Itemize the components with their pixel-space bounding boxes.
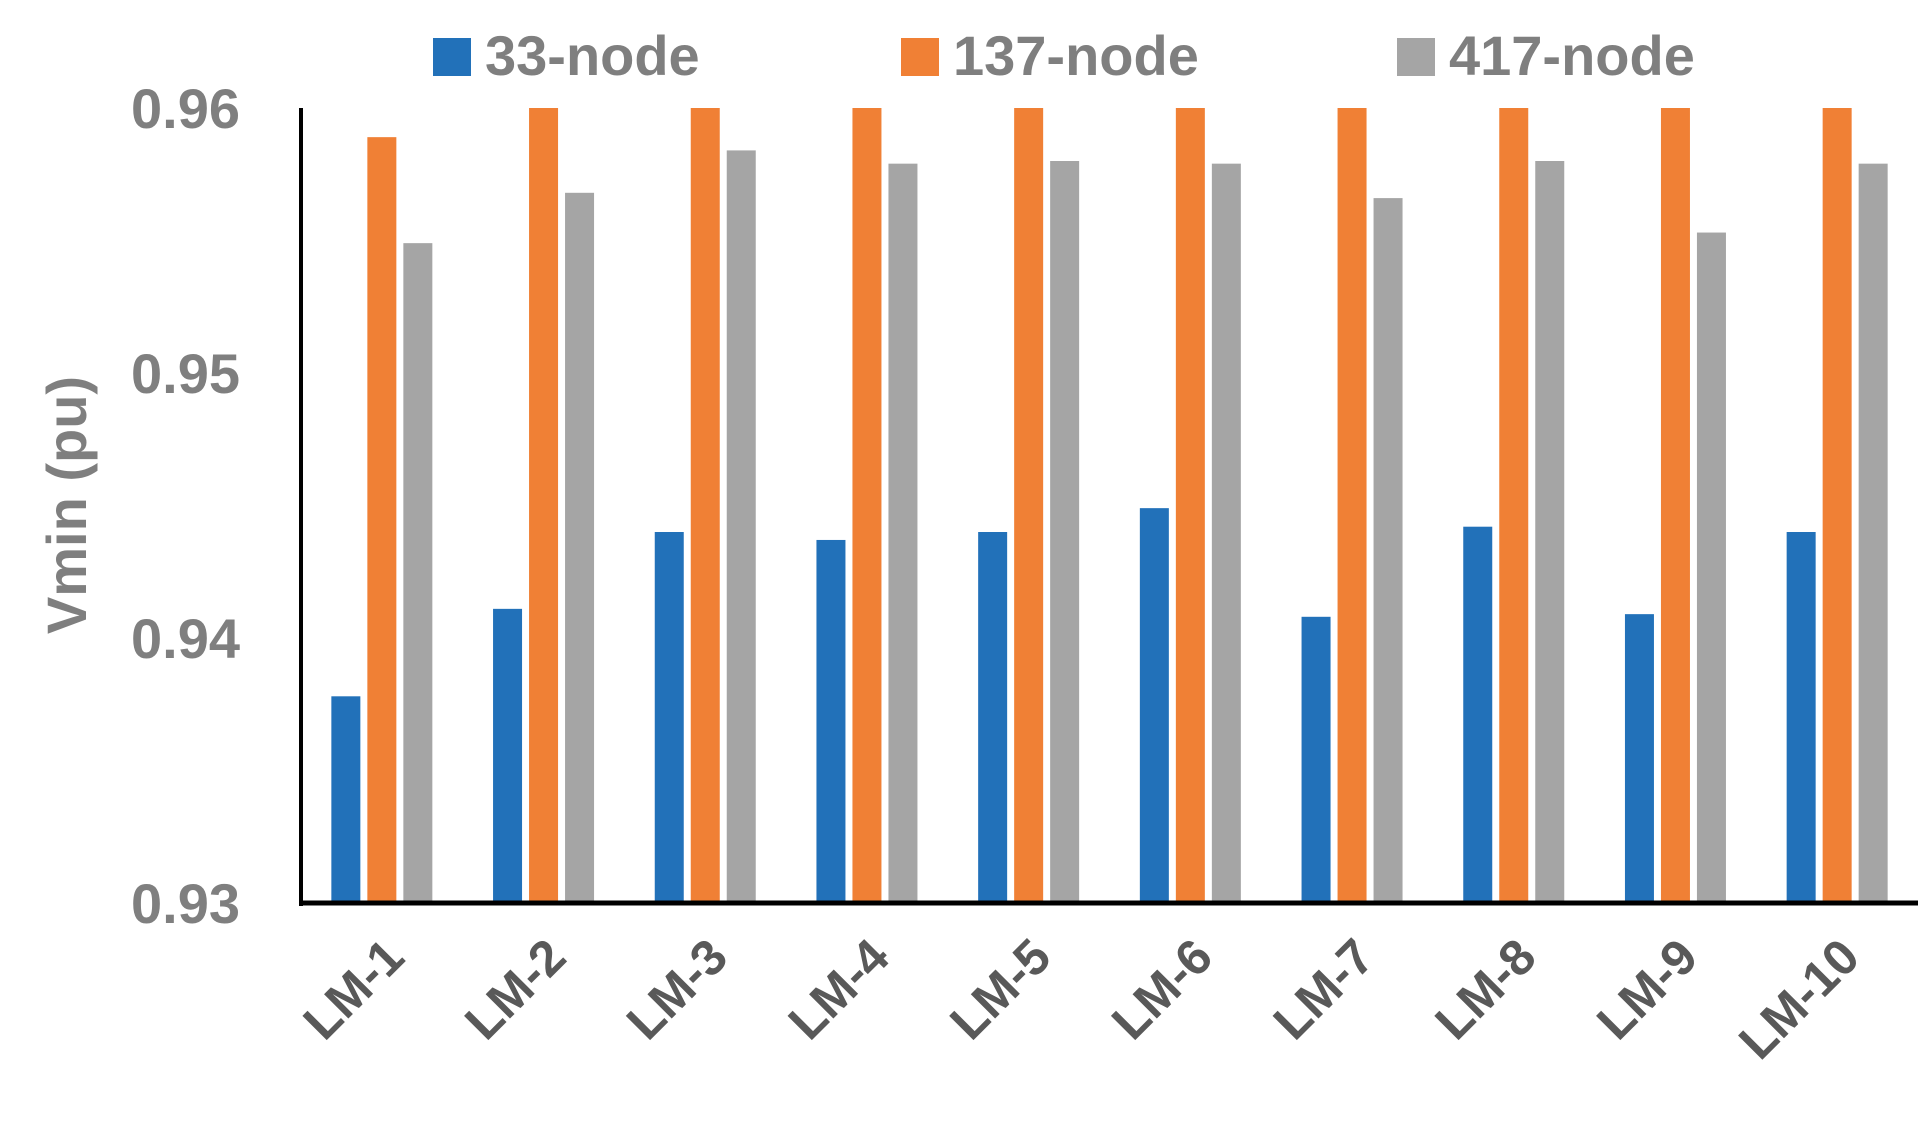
bar-137-node-lm-1 [367, 137, 397, 903]
y-axis-title: Vmin (pu) [35, 376, 98, 634]
bar-417-node-lm-2 [565, 192, 595, 904]
bar-33-node-lm-6 [1139, 508, 1169, 903]
legend-swatch-137-node [901, 38, 939, 76]
bar-33-node-lm-10 [1786, 532, 1816, 903]
bar-137-node-lm-9 [1660, 108, 1690, 903]
x-tick-label: LM-6 [1101, 928, 1223, 1050]
y-axis-tick-labels: 0.93 0.94 0.95 0.96 [131, 77, 240, 935]
x-tick-label: LM-7 [1263, 928, 1385, 1050]
y-tick-label: 0.96 [131, 77, 240, 140]
legend-swatch-33-node [433, 38, 471, 76]
bar-33-node-lm-1 [331, 696, 361, 903]
x-tick-label: LM-1 [293, 928, 415, 1050]
x-axis-tick-labels: LM-1 LM-2 LM-3 LM-4 LM-5 LM-6 LM-7 LM-8 LM-9 LM-1… [293, 928, 1870, 1070]
bar-137-node-lm-5 [1014, 108, 1044, 903]
bar-137-node-lm-10 [1822, 108, 1852, 903]
x-tick-label: LM-9 [1586, 928, 1708, 1050]
legend-label-417-node: 417-node [1449, 24, 1695, 87]
legend: 33-node 137-node 417-node [433, 24, 1695, 87]
bar-417-node-lm-10 [1858, 163, 1888, 903]
bar-417-node-lm-4 [888, 163, 918, 903]
bar-33-node-lm-5 [978, 532, 1008, 903]
legend-swatch-417-node [1397, 38, 1435, 76]
bar-33-node-lm-2 [493, 608, 523, 903]
bars [331, 108, 1888, 904]
bar-137-node-lm-8 [1499, 108, 1529, 903]
x-tick-label: LM-4 [778, 928, 900, 1050]
bar-33-node-lm-4 [816, 539, 846, 903]
bar-417-node-lm-7 [1373, 198, 1403, 904]
bar-417-node-lm-6 [1211, 163, 1241, 903]
y-tick-label: 0.94 [131, 607, 240, 670]
bar-33-node-lm-8 [1463, 526, 1493, 903]
bar-137-node-lm-2 [529, 108, 559, 903]
bar-137-node-lm-7 [1337, 108, 1367, 903]
bar-417-node-lm-9 [1696, 232, 1726, 904]
bar-33-node-lm-3 [654, 532, 684, 903]
y-tick-label: 0.95 [131, 342, 240, 405]
bar-137-node-lm-3 [690, 108, 720, 903]
legend-label-33-node: 33-node [485, 24, 700, 87]
bar-417-node-lm-5 [1050, 161, 1080, 903]
bar-33-node-lm-9 [1624, 614, 1654, 903]
x-tick-label: LM-10 [1728, 928, 1870, 1070]
x-tick-label: LM-5 [939, 928, 1061, 1050]
y-tick-label: 0.93 [131, 872, 240, 935]
x-tick-label: LM-3 [616, 928, 738, 1050]
bar-417-node-lm-1 [403, 243, 433, 903]
bar-417-node-lm-8 [1535, 161, 1565, 903]
bar-417-node-lm-3 [726, 150, 756, 903]
bar-33-node-lm-7 [1301, 616, 1331, 903]
x-tick-label: LM-8 [1424, 928, 1546, 1050]
x-tick-label: LM-2 [454, 928, 576, 1050]
bar-137-node-lm-6 [1175, 108, 1205, 903]
legend-label-137-node: 137-node [953, 24, 1199, 87]
bar-137-node-lm-4 [852, 108, 882, 903]
